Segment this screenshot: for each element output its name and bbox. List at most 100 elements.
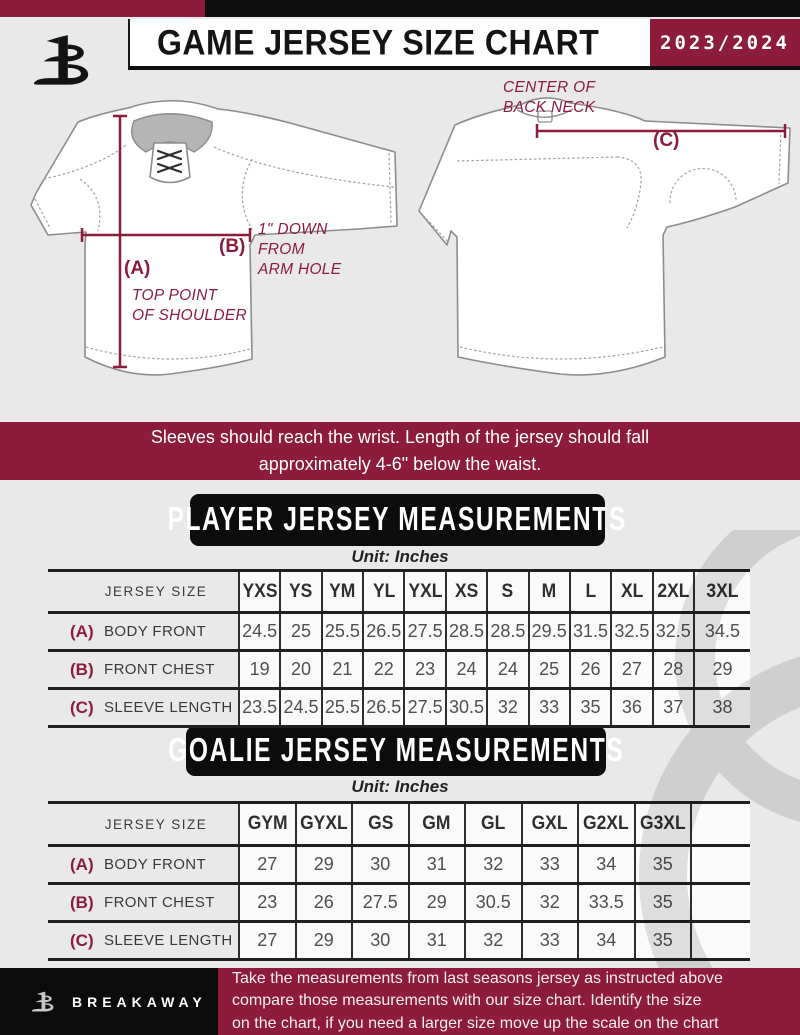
value-cell: 32 [464, 923, 521, 958]
empty-cell [690, 885, 750, 920]
front-jersey-diagram [30, 99, 398, 376]
value-cell: 24 [444, 652, 487, 687]
breakaway-logo [33, 35, 89, 85]
footer-instructions-text: Take the measurements from last seasons … [232, 969, 723, 1032]
value-cell: 29 [294, 923, 351, 958]
player-banner-text: PLAYER JERSEY MEASUREMENTS [167, 500, 628, 538]
col-header-cell: 3XL [692, 572, 750, 611]
value-cell: 31.5 [568, 614, 611, 649]
jersey-size-header: JERSEY SIZE [104, 816, 208, 832]
col-header-cell: GXL [520, 804, 577, 844]
value-cell: 27 [238, 923, 295, 958]
value-cell: 23.5 [238, 690, 280, 725]
goalie-banner-text: GOALIE JERSEY MEASUREMENTS [167, 731, 625, 769]
value-cell: 31 [407, 847, 464, 882]
label-a: (A) [124, 258, 151, 279]
value-cell: 30.5 [444, 690, 487, 725]
top-maroon-strip [0, 0, 205, 17]
col-header-cell: GM [407, 804, 464, 844]
header-underline [128, 66, 800, 70]
value-cell: 35 [633, 885, 690, 920]
value-cell: 23 [403, 652, 445, 687]
value-cell: 26.5 [362, 614, 404, 649]
value-cell: 35 [633, 847, 690, 882]
measure-lines-front [80, 114, 252, 369]
value-cell: 34 [577, 923, 634, 958]
value-cell: 27 [238, 847, 295, 882]
front-jersey-outline [30, 99, 398, 376]
value-cell: 32 [520, 885, 577, 920]
measure-line-back [535, 124, 787, 138]
fit-caption-text: Sleeves should reach the wrist. Length o… [150, 427, 650, 474]
value-cell: 25.5 [320, 690, 363, 725]
value-cell: 25 [527, 652, 569, 687]
value-cell: 24.5 [279, 690, 321, 725]
back-jersey-outline [418, 97, 791, 376]
value-cell: 35 [568, 690, 611, 725]
value-cell: 29.5 [527, 614, 569, 649]
value-cell: 24.5 [238, 614, 280, 649]
col-header-cell: G3XL [633, 804, 690, 844]
value-cell: 32 [486, 690, 528, 725]
value-cell: 27.5 [403, 614, 445, 649]
col-header-cell: S [486, 572, 528, 611]
value-cell: 33 [527, 690, 569, 725]
value-cell: 30 [351, 847, 408, 882]
value-cell: 26 [568, 652, 611, 687]
row-label-cell: (B) FRONT CHEST [70, 892, 215, 912]
value-cell: 28.5 [486, 614, 528, 649]
empty-cell [690, 804, 750, 844]
table-row: (A) BODY FRONT 27 29 30 31 32 33 34 35 [48, 844, 750, 882]
col-header-cell: L [568, 572, 611, 611]
back-collar-line [516, 108, 574, 118]
goalie-banner: GOALIE JERSEY MEASUREMENTS [168, 726, 623, 776]
value-cell: 24 [486, 652, 528, 687]
value-cell: 29 [692, 652, 750, 687]
value-cell: 27 [610, 652, 652, 687]
value-cell: 33 [520, 847, 577, 882]
value-cell: 32.5 [651, 614, 693, 649]
footer-brand-block: BREAKAWAY [0, 968, 218, 1035]
value-cell: 26.5 [362, 690, 404, 725]
col-header-cell: M [527, 572, 569, 611]
col-header-cell: GYXL [294, 804, 351, 844]
value-cell: 19 [238, 652, 280, 687]
col-header-cell: XS [444, 572, 487, 611]
brand-name: BREAKAWAY [72, 993, 207, 1010]
value-cell: 30.5 [464, 885, 521, 920]
value-cell: 20 [279, 652, 321, 687]
back-seam-stitches [422, 129, 782, 360]
row-label-cell: (A) BODY FRONT [70, 854, 207, 874]
front-lace-placket [149, 142, 191, 184]
value-cell: 33 [520, 923, 577, 958]
lace-detail [156, 149, 183, 174]
col-header-cell: XL [610, 572, 652, 611]
value-cell: 22 [362, 652, 404, 687]
top-black-strip [205, 0, 800, 17]
value-cell: 32 [464, 847, 521, 882]
goalie-unit-label: Unit: Inches [351, 777, 449, 796]
value-cell: 33.5 [577, 885, 634, 920]
value-cell: 23 [238, 885, 295, 920]
note-center-back-neck: CENTER OF BACK NECK [503, 79, 596, 116]
collar-loop [537, 110, 553, 123]
back-jersey-diagram [418, 97, 791, 376]
value-cell: 30 [351, 923, 408, 958]
value-cell: 35 [633, 923, 690, 958]
table-row: (A) BODY FRONT 24.5 25 25.5 26.5 27.5 28.… [48, 611, 750, 649]
value-cell: 27.5 [403, 690, 445, 725]
label-c: (C) [653, 130, 680, 151]
value-cell: 38 [692, 690, 750, 725]
front-seam-stitches [34, 144, 395, 360]
title-band: GAME JERSEY SIZE CHART [128, 19, 650, 66]
breakaway-footer-logo [31, 991, 54, 1011]
empty-cell [690, 923, 750, 958]
value-cell: 25 [279, 614, 321, 649]
col-header-cell: GS [351, 804, 408, 844]
col-header-cell: 2XL [651, 572, 693, 611]
footer-instructions-block: Take the measurements from last seasons … [218, 968, 800, 1035]
front-neck-opening [131, 113, 213, 153]
season-box: 2023/2024 [650, 19, 800, 66]
page-title: GAME JERSEY SIZE CHART [157, 22, 600, 62]
